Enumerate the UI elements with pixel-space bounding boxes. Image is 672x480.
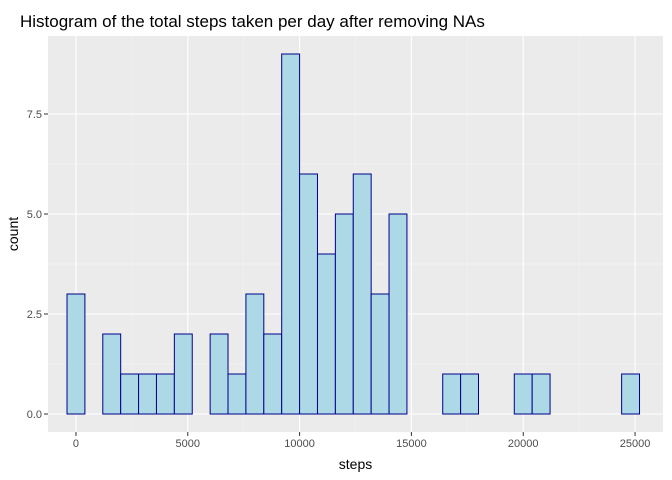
- x-tick-label: 20000: [508, 438, 539, 450]
- x-tick-label: 10000: [284, 438, 315, 450]
- histogram-bar: [120, 373, 140, 415]
- histogram-bar: [370, 293, 390, 415]
- histogram-bar: [316, 253, 336, 415]
- histogram-bar: [227, 373, 247, 415]
- histogram-bar: [621, 373, 641, 415]
- x-axis-title: steps: [339, 456, 372, 472]
- histogram-bar: [531, 373, 551, 415]
- y-axis: 0.0 2.5 5.0 7.5: [27, 109, 48, 421]
- histogram-bar: [388, 213, 408, 415]
- histogram-bar: [138, 373, 157, 415]
- histogram-bar: [245, 293, 265, 415]
- histogram-bars: [66, 53, 641, 415]
- x-tick-label: 5000: [176, 438, 200, 450]
- histogram-bar: [173, 333, 193, 415]
- histogram-bar: [460, 373, 480, 415]
- y-tick-label: 0.0: [27, 409, 42, 421]
- histogram-bar: [281, 53, 301, 415]
- y-tick-label: 7.5: [27, 109, 42, 121]
- y-axis-title: count: [5, 217, 21, 251]
- histogram-bar: [209, 333, 229, 415]
- histogram-bar: [299, 173, 318, 415]
- histogram-bar: [442, 373, 462, 415]
- y-tick-label: 2.5: [27, 309, 42, 321]
- y-tick-label: 5.0: [27, 209, 42, 221]
- x-tick-label: 0: [73, 438, 79, 450]
- x-tick-label: 15000: [396, 438, 427, 450]
- histogram-bar: [155, 373, 175, 415]
- histogram-bar: [513, 373, 533, 415]
- chart-title: Histogram of the total steps taken per d…: [20, 12, 485, 31]
- histogram-bar: [66, 293, 86, 415]
- histogram-bar: [263, 333, 283, 415]
- histogram-bar: [334, 213, 354, 415]
- histogram-bar: [352, 173, 372, 415]
- x-axis: 0 5000 10000 15000 20000 25000: [73, 432, 650, 450]
- x-tick-label: 25000: [620, 438, 651, 450]
- histogram-bar: [102, 333, 122, 415]
